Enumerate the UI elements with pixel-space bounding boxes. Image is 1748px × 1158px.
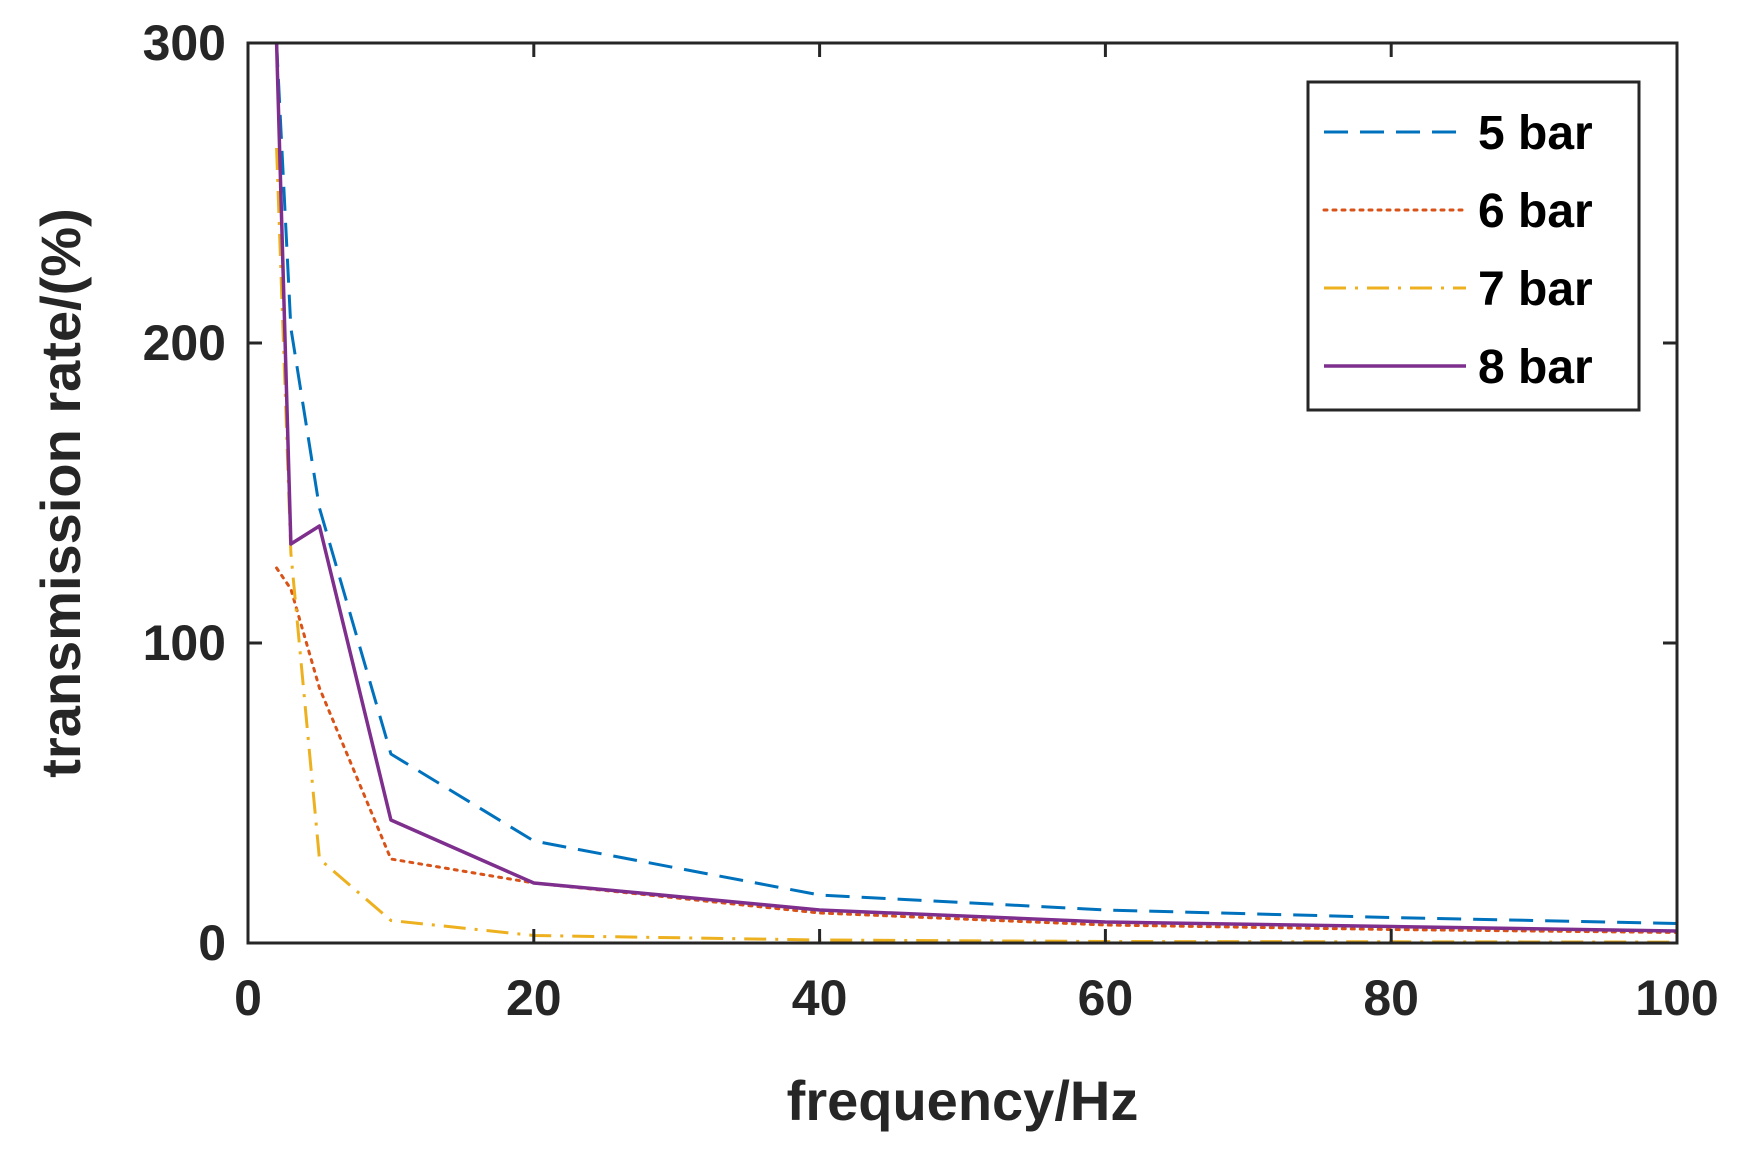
axes-layer: [246, 41, 1679, 945]
legend-item: 5 bar: [1324, 107, 1593, 160]
legend-item: 6 bar: [1322, 185, 1593, 238]
x-tick-label: 100: [1635, 970, 1718, 1026]
x-ticks: 0 20 40 60 80 100: [234, 43, 1719, 1026]
x-tick-label: 0: [234, 970, 262, 1026]
legend-label: 8 bar: [1478, 341, 1593, 394]
x-tick-label: 60: [1078, 970, 1134, 1026]
series-line-8-bar: [274, 43, 1677, 933]
y-ticks: 0 100 200 300: [143, 15, 1677, 971]
legend-item: 7 bar: [1324, 263, 1593, 316]
legend-label: 5 bar: [1478, 107, 1593, 160]
y-tick-label: 300: [143, 15, 226, 71]
x-tick-label: 20: [506, 970, 562, 1026]
x-axis-label: frequency/Hz: [787, 1069, 1139, 1132]
y-tick-label: 100: [143, 615, 226, 671]
y-axis-label: transmission rate/(%): [29, 208, 92, 778]
legend: 5 bar 6 bar 7 bar 8 bar: [1306, 80, 1641, 412]
y-tick-label: 200: [143, 315, 226, 371]
legend-items: 5 bar 6 bar 7 bar 8 bar: [1322, 107, 1593, 394]
x-tick-label: 80: [1363, 970, 1419, 1026]
x-tick-label: 40: [792, 970, 848, 1026]
legend-item: 8 bar: [1324, 341, 1593, 394]
series-line-5-bar: [275, 43, 1677, 925]
plot-frame: [246, 41, 1679, 945]
legend-label: 7 bar: [1478, 263, 1593, 316]
y-tick-label: 0: [198, 915, 226, 971]
legend-label: 6 bar: [1478, 185, 1593, 238]
legend-box: [1306, 80, 1641, 412]
